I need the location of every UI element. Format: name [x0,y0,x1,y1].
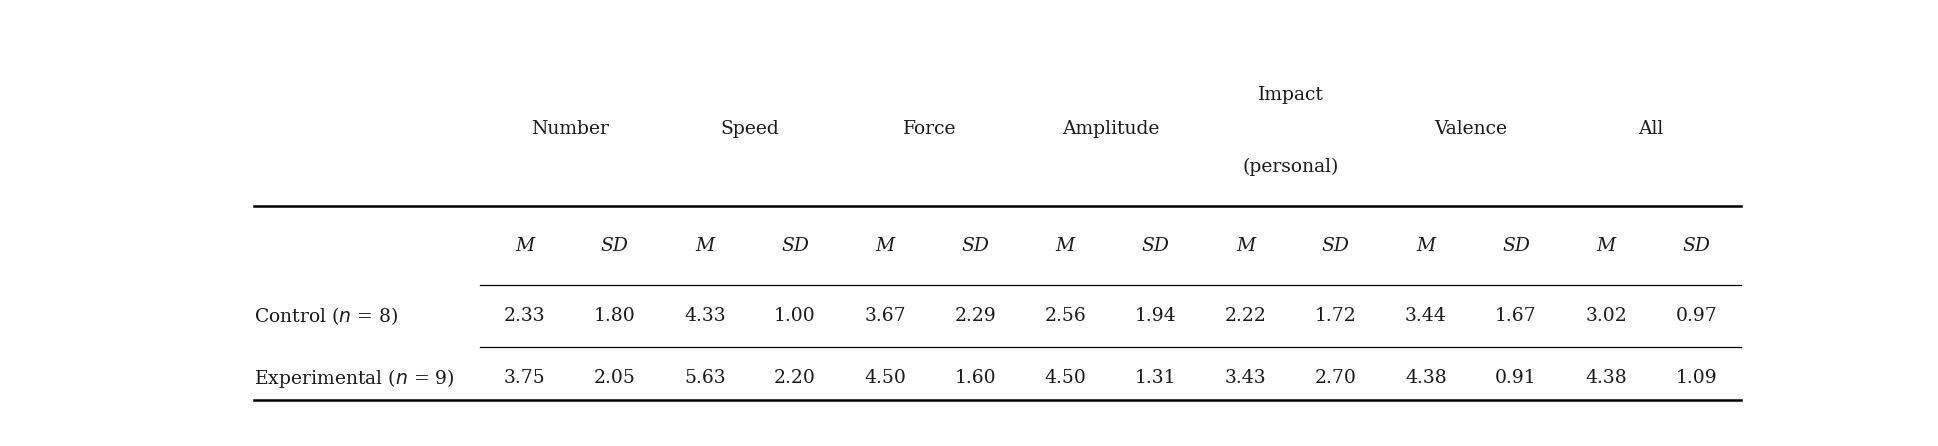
Text: 2.56: 2.56 [1045,307,1085,325]
Text: 1.94: 1.94 [1134,307,1176,325]
Text: 3.44: 3.44 [1405,307,1446,325]
Text: SD: SD [1502,237,1529,255]
Text: Experimental ($n$ = 9): Experimental ($n$ = 9) [254,367,455,389]
Text: 0.97: 0.97 [1674,307,1717,325]
Text: M: M [516,237,535,255]
Text: 1.67: 1.67 [1494,307,1537,325]
Text: 4.38: 4.38 [1405,369,1446,387]
Text: 1.80: 1.80 [593,307,636,325]
Text: SD: SD [1322,237,1349,255]
Text: 2.20: 2.20 [773,369,816,387]
Text: M: M [1597,237,1616,255]
Text: 2.29: 2.29 [953,307,996,325]
Text: 2.05: 2.05 [593,369,636,387]
Text: Force: Force [903,120,957,138]
Text: 0.91: 0.91 [1494,369,1537,387]
Text: M: M [696,237,715,255]
Text: 4.33: 4.33 [684,307,725,325]
Text: Impact: Impact [1258,86,1324,104]
Text: SD: SD [1682,237,1709,255]
Text: SD: SD [961,237,988,255]
Text: Amplitude: Amplitude [1062,120,1159,138]
Text: M: M [1417,237,1436,255]
Text: 3.02: 3.02 [1585,307,1626,325]
Text: 1.09: 1.09 [1674,369,1717,387]
Text: SD: SD [601,237,628,255]
Text: M: M [1236,237,1256,255]
Text: 2.33: 2.33 [504,307,545,325]
Text: 1.00: 1.00 [773,307,816,325]
Text: 4.38: 4.38 [1585,369,1626,387]
Text: Speed: Speed [721,120,779,138]
Text: 1.31: 1.31 [1134,369,1176,387]
Text: 4.50: 4.50 [864,369,907,387]
Text: All: All [1638,120,1663,138]
Text: Number: Number [531,120,609,138]
Text: 3.43: 3.43 [1225,369,1266,387]
Text: 2.22: 2.22 [1225,307,1267,325]
Text: 4.50: 4.50 [1045,369,1087,387]
Text: M: M [876,237,895,255]
Text: M: M [1056,237,1076,255]
Text: 3.75: 3.75 [504,369,545,387]
Text: 2.70: 2.70 [1314,369,1357,387]
Text: SD: SD [1141,237,1169,255]
Text: Control ($n$ = 8): Control ($n$ = 8) [254,306,399,327]
Text: Valence: Valence [1434,120,1508,138]
Text: 5.63: 5.63 [684,369,725,387]
Text: SD: SD [781,237,808,255]
Text: 1.60: 1.60 [953,369,996,387]
Text: 1.72: 1.72 [1314,307,1357,325]
Text: 3.67: 3.67 [864,307,905,325]
Text: (personal): (personal) [1242,158,1339,176]
